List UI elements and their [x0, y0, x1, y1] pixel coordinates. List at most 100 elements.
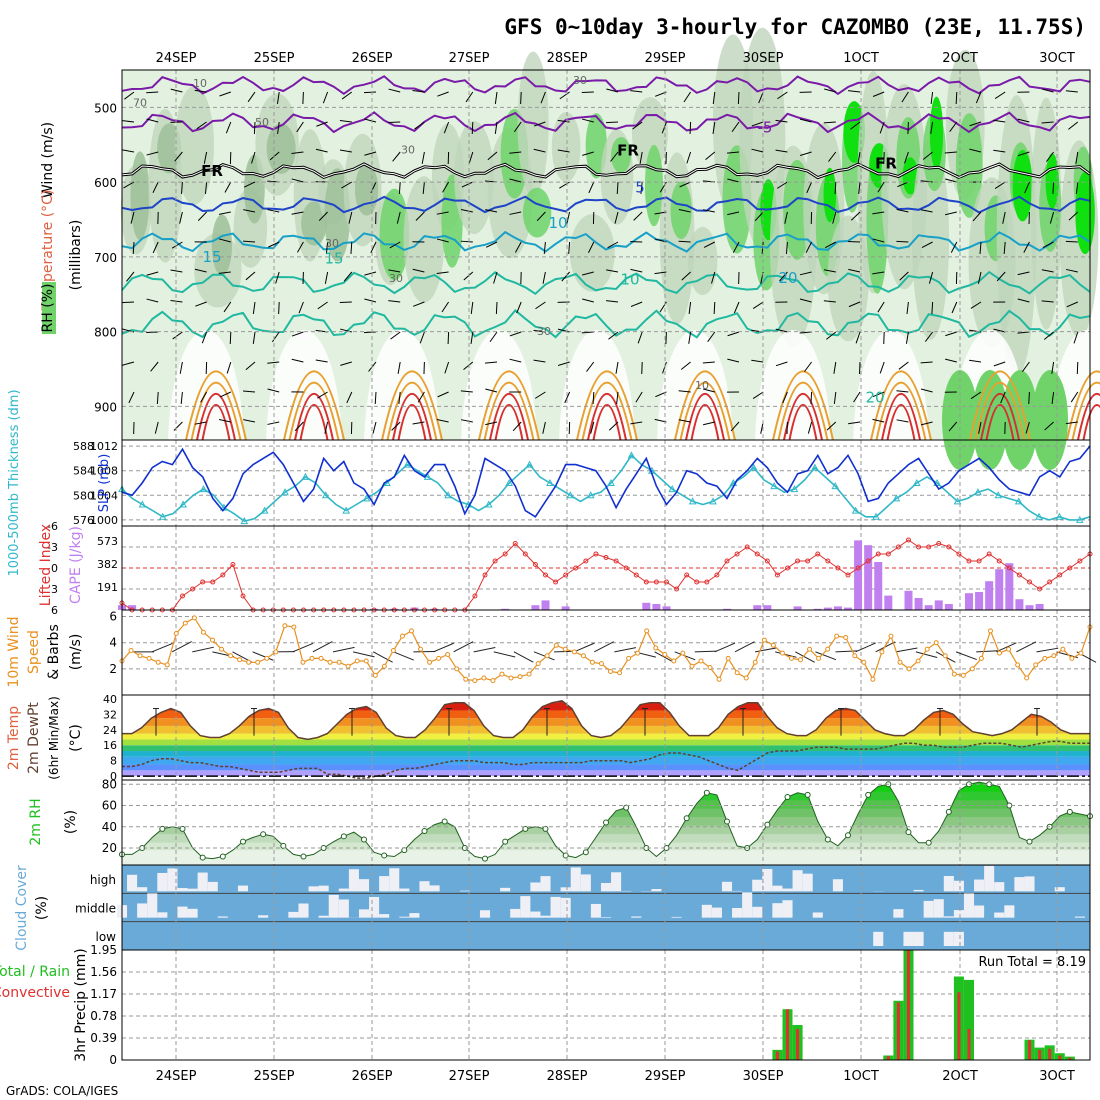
wind-barb: [317, 301, 328, 310]
rh-marker: [482, 855, 488, 862]
cloud-clear-block: [459, 890, 470, 892]
wind-barb: [203, 151, 208, 164]
wind-barb: [122, 361, 135, 366]
rh-marker: [1026, 838, 1033, 845]
wind-barb: [832, 211, 837, 224]
thickness-marker: [974, 488, 982, 496]
cape-bar: [541, 600, 550, 610]
cloud-clear-block: [590, 903, 601, 918]
wind-barb: [993, 119, 1006, 123]
pressure-tick-label: 500: [94, 101, 117, 115]
lifted-index-marker: [835, 565, 841, 571]
wind-barb: [437, 391, 449, 398]
wind-barb: [607, 241, 619, 249]
wind-barb: [879, 361, 885, 374]
wind-barb: [1051, 391, 1055, 404]
wind-barb: [364, 298, 377, 303]
contour-label: 10: [548, 214, 567, 232]
wind-barb: [277, 121, 280, 134]
cape-bar: [874, 562, 883, 610]
wind-barb: [955, 91, 958, 105]
wind-barb: [799, 331, 812, 334]
surface-wind-barb: [252, 651, 274, 661]
wind-barb: [302, 91, 304, 105]
wind-barb: [731, 121, 740, 133]
temp-contour-warm-arch: [392, 392, 432, 441]
wind-speed-marker: [671, 658, 677, 664]
contour-label: 30: [573, 74, 587, 87]
wind-speed-marker: [680, 650, 686, 656]
wind-barb: [417, 391, 425, 403]
wind-barb: [146, 331, 159, 334]
precip-convective-bar: [1038, 1049, 1042, 1060]
temp-contour-warm-arch: [881, 392, 921, 441]
wind-barb: [317, 391, 328, 399]
wind-barb: [1017, 271, 1030, 276]
rh-marker: [340, 833, 347, 840]
cloud-clear-block: [298, 903, 309, 918]
wind-barb: [654, 418, 667, 423]
surface-wind-barb: [976, 650, 999, 653]
wind-barb: [485, 421, 498, 426]
wind-barb: [751, 121, 764, 127]
lifted-index-marker: [714, 572, 720, 578]
wind-barb: [278, 301, 280, 315]
wind-barb: [171, 241, 183, 249]
wind-barb: [123, 181, 135, 189]
wind-barb: [877, 181, 885, 193]
wind-barb: [897, 181, 909, 188]
cloud-clear-block: [157, 912, 168, 918]
thickness-marker: [321, 491, 330, 499]
precip-tick-label: 1.56: [90, 965, 117, 979]
wind-barb: [514, 241, 522, 253]
wind-barb: [297, 241, 304, 253]
cloud-clear-block: [338, 888, 349, 892]
wind-barb: [996, 271, 1006, 282]
wind-barb: [494, 91, 498, 104]
wind-barb: [1041, 121, 1054, 124]
cloud-clear-block: [399, 888, 410, 892]
wind-barb: [509, 178, 522, 183]
precip-convective-bar: [1058, 1055, 1062, 1060]
rh-marker: [219, 853, 226, 860]
cloud-clear-block: [560, 897, 571, 918]
wind-speed-marker: [309, 655, 315, 661]
cape-bar: [823, 607, 832, 610]
temp-contour-warm-arch: [969, 370, 1031, 441]
wind-barb: [834, 181, 837, 195]
rh-shading: [911, 137, 950, 340]
wind-barb: [824, 88, 836, 93]
wind-speed-marker: [427, 659, 433, 665]
wind-barb: [804, 361, 813, 372]
temp-contour-warm-arch: [1077, 392, 1100, 441]
cloud-clear-block: [137, 903, 148, 918]
wind-barb: [461, 181, 474, 188]
lifted-index-marker: [1047, 579, 1053, 585]
wind-speed-marker: [408, 628, 414, 634]
temp-contour-warm-arch: [288, 381, 340, 441]
lifted-index-marker: [855, 565, 861, 571]
wind-barb: [513, 121, 522, 133]
date-axis-label-top: 2OCT: [942, 51, 978, 66]
temp-contour-warm-arch: [201, 404, 231, 441]
wind-barb: [324, 421, 329, 434]
cape-bar: [944, 604, 953, 610]
cloud-clear-block: [197, 872, 208, 892]
wind-speed-marker: [626, 655, 632, 661]
wind-barb: [388, 121, 401, 124]
wind-barb: [398, 391, 401, 404]
wind-barb: [752, 391, 764, 399]
cloud-clear-block: [742, 892, 753, 918]
wind-barb: [1023, 241, 1030, 253]
freezing-level-inner: [121, 163, 1091, 179]
wind-barb: [229, 331, 232, 345]
contour-label: 10: [193, 77, 207, 90]
lifted-index-tick-label: 3: [51, 583, 58, 596]
wind-speed-marker: [445, 651, 451, 657]
wind-barb: [945, 331, 957, 337]
wind-speed-marker: [861, 659, 867, 665]
surface-wind-barb: [654, 651, 675, 663]
thickness-tick-label: 584: [73, 465, 94, 478]
wind-barb: [810, 391, 813, 405]
wind-barb: [1044, 421, 1054, 431]
